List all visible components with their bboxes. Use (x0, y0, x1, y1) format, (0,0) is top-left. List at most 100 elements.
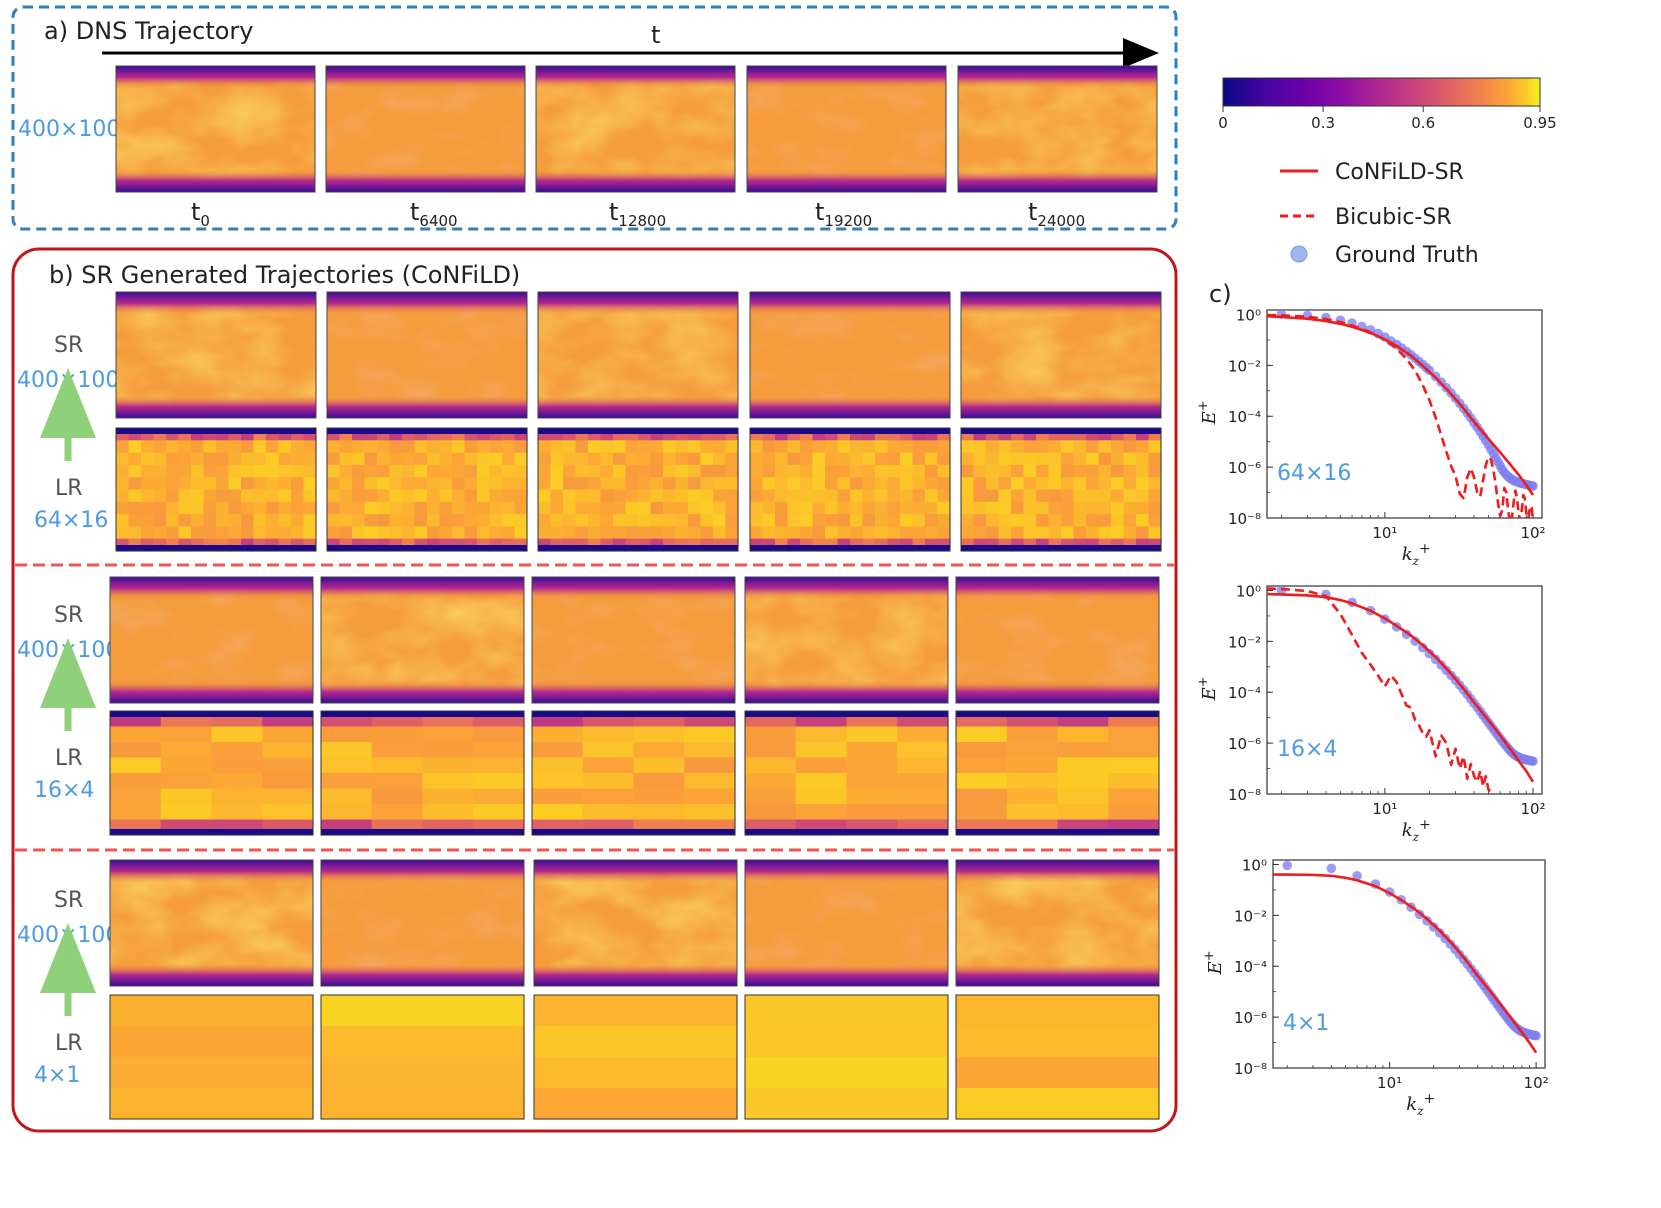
y-tick-label: 10⁻⁶ (1234, 1009, 1267, 1027)
colorbar-tick-label: 0.3 (1311, 114, 1335, 132)
colorbar (1222, 77, 1541, 107)
sr-snapshot (531, 576, 736, 704)
panel-c-title: c) (1209, 280, 1232, 308)
lr-snapshot (744, 994, 949, 1120)
sr-group: SR 400×100 LR 16×4 (17, 576, 1160, 836)
y-tick-label: 10⁻² (1234, 907, 1267, 925)
y-tick-label: 10⁻⁸ (1228, 786, 1261, 804)
colorbar-tick-label: 0.95 (1523, 114, 1556, 132)
lr-snapshot (533, 994, 738, 1120)
panel-b-frame (11, 247, 1178, 1133)
sr-snapshot (320, 576, 525, 704)
y-tick-label: 10⁰ (1236, 582, 1261, 600)
data-point (1417, 642, 1428, 653)
dns-snapshot (535, 65, 736, 193)
x-tick-label: 10¹ (1372, 524, 1397, 542)
lr-snapshot (320, 994, 525, 1120)
dns-snapshot-row (115, 65, 1158, 193)
lr-resolution: 4×1 (34, 1063, 80, 1088)
data-point (1282, 860, 1292, 871)
dns-snapshot (746, 65, 947, 193)
sr-snapshot (109, 576, 314, 704)
legend-label: Bicubic-SR (1335, 205, 1452, 230)
plot-frame (1272, 859, 1546, 1069)
sr-group: SR 400×100 LR 4×1 (17, 859, 1160, 1120)
sr-group: SR 400×100 LR 64×16 (17, 291, 1162, 552)
dns-snapshot (957, 65, 1158, 193)
sr-label: SR (54, 888, 83, 913)
dns-snapshot (115, 65, 316, 193)
plot-data (1267, 586, 1538, 794)
y-tick-label: 10⁻⁴ (1228, 684, 1261, 702)
lr-snapshot (744, 710, 949, 836)
lr-snapshot (955, 994, 1160, 1120)
lr-snapshot (749, 427, 951, 552)
confild-sr-line (1267, 592, 1535, 783)
y-tick-label: 10⁻⁸ (1234, 1060, 1267, 1078)
lr-snapshot (531, 710, 736, 836)
spectra-plots: 10⁰ 10⁻² 10⁻⁴ 10⁻⁶ 10⁻⁸ 10¹ 10² kz+ E+ 64×16 10⁰ 10… (1196, 306, 1549, 1118)
lr-snapshot (537, 427, 739, 552)
x-axis-label: kz+ (1406, 1091, 1435, 1118)
y-tick-label: 10⁰ (1236, 306, 1261, 324)
sr-groups: SR 400×100 LR 64×16 SR 400×100 LR 16×4 SR 400×100… (17, 291, 1162, 1120)
legend-label: Ground Truth (1335, 243, 1479, 268)
colorbar-tick-label: 0.6 (1411, 114, 1435, 132)
bicubic-sr-line (1267, 587, 1496, 794)
lr-snapshot (115, 427, 317, 552)
panel-a-resolution: 400×100 (18, 117, 120, 142)
panel-a-title: a) DNS Trajectory (44, 17, 254, 45)
x-axis-label: kz+ (1402, 541, 1431, 568)
lr-snapshot (320, 710, 525, 836)
sr-snapshot (320, 859, 525, 987)
x-axis-label: kz+ (1402, 817, 1431, 844)
spectrum-plot: 10⁰ 10⁻² 10⁻⁴ 10⁻⁶ 10⁻⁸ 10¹ 10² kz+ E+ 4×1 (1202, 856, 1549, 1118)
time-axis-label: t (651, 21, 660, 49)
bicubic-sr-line (1267, 313, 1535, 518)
data-point (1410, 636, 1420, 646)
legend: CoNFiLD-SR Bicubic-SR Ground Truth (1280, 160, 1479, 268)
panel-b-title: b) SR Generated Trajectories (CoNFiLD) (49, 261, 520, 289)
y-axis-label: E+ (1196, 676, 1220, 701)
lr-snapshot (109, 710, 314, 836)
resolution-annotation: 4×1 (1283, 1011, 1329, 1036)
plot-data (1273, 860, 1541, 1054)
data-point (1528, 756, 1538, 766)
sr-snapshot (960, 291, 1162, 419)
y-tick-label: 10⁻² (1228, 633, 1261, 651)
lr-label: LR (55, 476, 83, 501)
lr-resolution: 64×16 (34, 508, 108, 533)
sr-snapshot (533, 859, 738, 987)
y-tick-label: 10⁰ (1242, 856, 1267, 874)
confild-sr-line (1273, 873, 1538, 1054)
lr-snapshot (960, 427, 1162, 552)
time-label: t0 (191, 198, 210, 230)
y-tick-label: 10⁻⁶ (1228, 459, 1261, 477)
data-point (1326, 863, 1337, 874)
time-label: t6400 (410, 198, 458, 230)
sr-snapshot (955, 859, 1160, 987)
time-label: t12800 (609, 198, 666, 230)
lr-snapshot (109, 994, 314, 1120)
data-point (1352, 870, 1362, 881)
x-tick-label: 10¹ (1372, 800, 1397, 818)
resolution-annotation: 16×4 (1277, 737, 1337, 762)
plot-frame (1266, 309, 1543, 519)
spectrum-plot: 10⁰ 10⁻² 10⁻⁴ 10⁻⁶ 10⁻⁸ 10¹ 10² kz+ E+ 64×16 (1196, 306, 1546, 568)
x-tick-label: 10¹ (1377, 1074, 1402, 1092)
colorbar-ticks: 0 0.3 0.6 0.95 (1218, 106, 1557, 132)
legend-marker-icon (1290, 245, 1308, 263)
sr-snapshot (744, 859, 949, 987)
lr-label: LR (55, 1031, 83, 1056)
y-tick-label: 10⁻⁴ (1228, 408, 1261, 426)
sr-resolution: 400×100 (17, 368, 119, 393)
dns-snapshot (325, 65, 526, 193)
resolution-annotation: 64×16 (1277, 461, 1351, 486)
sr-snapshot (537, 291, 739, 419)
time-label: t24000 (1028, 198, 1085, 230)
x-tick-label: 10² (1524, 1074, 1549, 1092)
y-tick-label: 10⁻² (1228, 357, 1261, 375)
time-label: t19200 (815, 198, 872, 230)
lr-label: LR (55, 746, 83, 771)
